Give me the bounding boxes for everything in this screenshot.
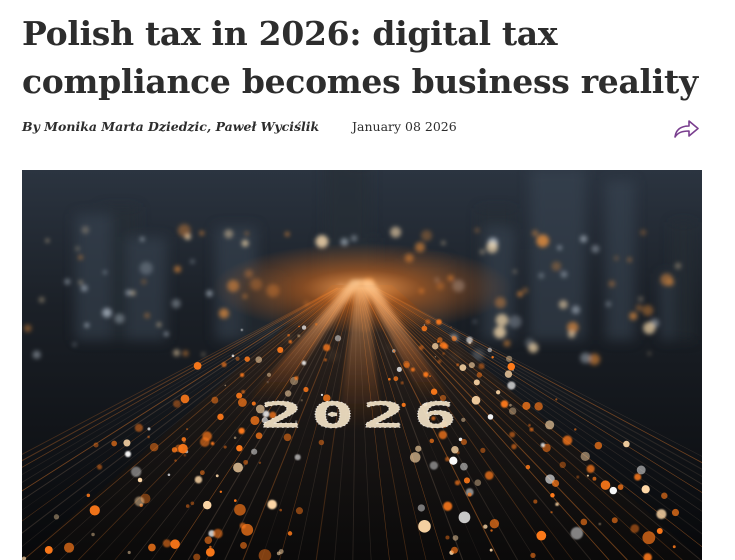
article-date: January 08 2026	[352, 119, 457, 134]
article-header: Polish tax in 2026: digital tax complian…	[22, 10, 712, 106]
hero-image: 2026 2026	[22, 170, 702, 560]
hero-year-dots: 2026	[260, 395, 465, 436]
article-byline: By Monika Marta Dziedzic, Paweł Wyciślik	[22, 119, 320, 134]
hero-illustration: 2026 2026	[22, 170, 702, 560]
share-button[interactable]	[672, 116, 702, 142]
share-arrow-icon	[674, 120, 699, 138]
hero-year-text: 2026	[260, 395, 465, 436]
article-title: Polish tax in 2026: digital tax complian…	[22, 14, 698, 101]
article-meta: By Monika Marta Dziedzic, Paweł Wyciślik…	[22, 116, 702, 142]
